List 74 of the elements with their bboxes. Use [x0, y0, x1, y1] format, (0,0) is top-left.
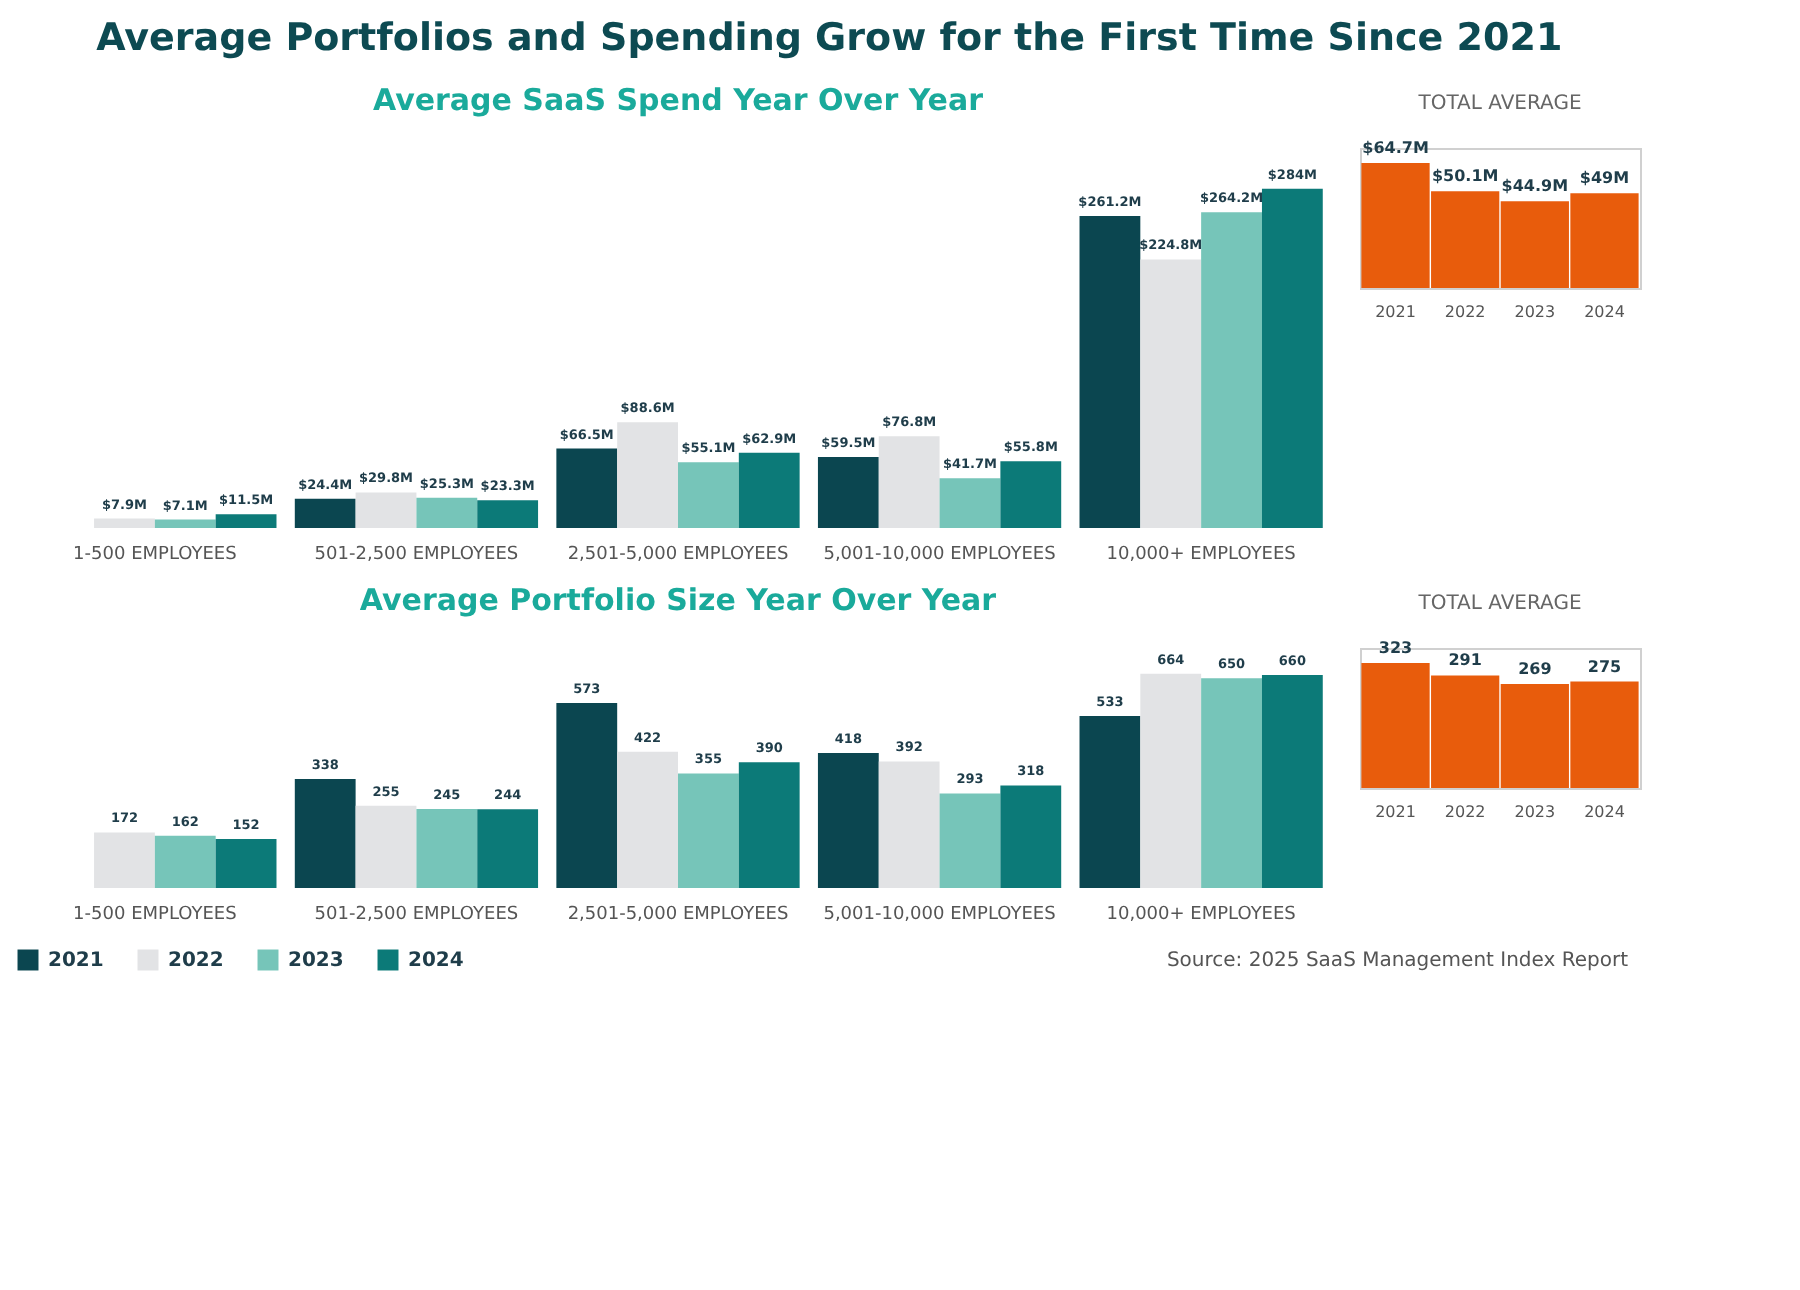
data-label: $64.7M — [1362, 139, 1429, 157]
data-label: $49M — [1579, 169, 1630, 188]
bar — [878, 761, 940, 888]
data-label: $44.9M — [1501, 177, 1569, 196]
data-label: 323 — [1378, 639, 1413, 657]
bar — [738, 762, 800, 888]
legend-label: 2022 — [168, 950, 224, 972]
bar — [678, 773, 739, 888]
bar — [154, 835, 216, 888]
bar — [556, 703, 618, 888]
x-tick-label: 2024 — [1584, 803, 1625, 821]
chart-title: TOTAL AVERAGE — [1416, 93, 1582, 115]
bar — [355, 492, 417, 528]
bar — [1261, 675, 1323, 888]
bar — [94, 832, 155, 888]
x-tick-label: 5,001-10,000 EMPLOYEES — [823, 905, 1057, 925]
source-note: Source: 2025 SaaS Management Index Report — [1166, 950, 1629, 972]
x-tick-label: 2022 — [1444, 803, 1486, 821]
bar — [1000, 785, 1062, 888]
bar — [817, 753, 879, 888]
bar — [678, 462, 739, 528]
bar — [294, 778, 356, 888]
bar — [154, 519, 216, 528]
x-tick-label: 1-500 EMPLOYEES — [73, 905, 238, 925]
bar — [1140, 673, 1202, 888]
x-tick-label: 2021 — [1375, 803, 1416, 821]
bar — [1201, 678, 1262, 888]
bar — [477, 500, 539, 528]
bar — [1140, 259, 1202, 528]
bar — [939, 793, 1001, 888]
chart-subtitle: Average SaaS Spend Year Over Year — [372, 82, 985, 118]
bar — [1079, 715, 1141, 888]
x-tick-label: 2021 — [1375, 303, 1416, 321]
bar — [215, 838, 277, 888]
bar — [416, 497, 478, 528]
x-tick-label: 5,001-10,000 EMPLOYEES — [823, 545, 1057, 565]
data-label: 291 — [1448, 651, 1483, 670]
bar — [416, 808, 478, 888]
bar — [1000, 461, 1062, 528]
bar — [817, 456, 879, 528]
x-tick-label: 2023 — [1514, 803, 1556, 821]
x-tick-label: 10,000+ EMPLOYEES — [1106, 905, 1297, 925]
x-tick-label: 2,501-5,000 EMPLOYEES — [567, 905, 789, 925]
x-tick-label: 501-2,500 EMPLOYEES — [314, 905, 519, 925]
bar — [1201, 212, 1262, 528]
chart-title: Average Portfolios and Spending Grow for the First Time Since 2021 — [96, 16, 1563, 60]
x-tick-label: 2022 — [1444, 303, 1486, 321]
legend-label: 2021 — [48, 950, 104, 972]
bar — [939, 478, 1001, 528]
bar — [477, 809, 539, 888]
chart-title: Average Portfolio Size Year Over Year — [359, 582, 998, 618]
legend-label: 2024 — [408, 950, 464, 972]
x-tick-label: 501-2,500 EMPLOYEES — [314, 545, 519, 565]
bar — [215, 514, 277, 528]
x-tick-label: 2024 — [1584, 303, 1625, 321]
bar — [556, 448, 618, 528]
x-tick-label: 1-500 EMPLOYEES — [73, 545, 238, 565]
bar — [738, 452, 800, 528]
bar — [617, 422, 678, 528]
bar — [355, 805, 417, 888]
data-label: 269 — [1518, 659, 1553, 678]
chart-title: TOTAL AVERAGE — [1416, 593, 1582, 615]
legend-label: 2023 — [288, 950, 344, 972]
data-label: 275 — [1587, 657, 1623, 676]
x-tick-label: 2,501-5,000 EMPLOYEES — [567, 545, 789, 565]
x-tick-label: 10,000+ EMPLOYEES — [1106, 545, 1297, 565]
bar — [878, 436, 940, 528]
data-label: $50.1M — [1431, 167, 1499, 186]
bar — [1261, 188, 1323, 528]
bar — [1079, 215, 1141, 528]
x-tick-label: 2023 — [1514, 303, 1556, 321]
bar — [294, 498, 356, 528]
bar — [94, 518, 155, 528]
bar — [617, 751, 678, 888]
